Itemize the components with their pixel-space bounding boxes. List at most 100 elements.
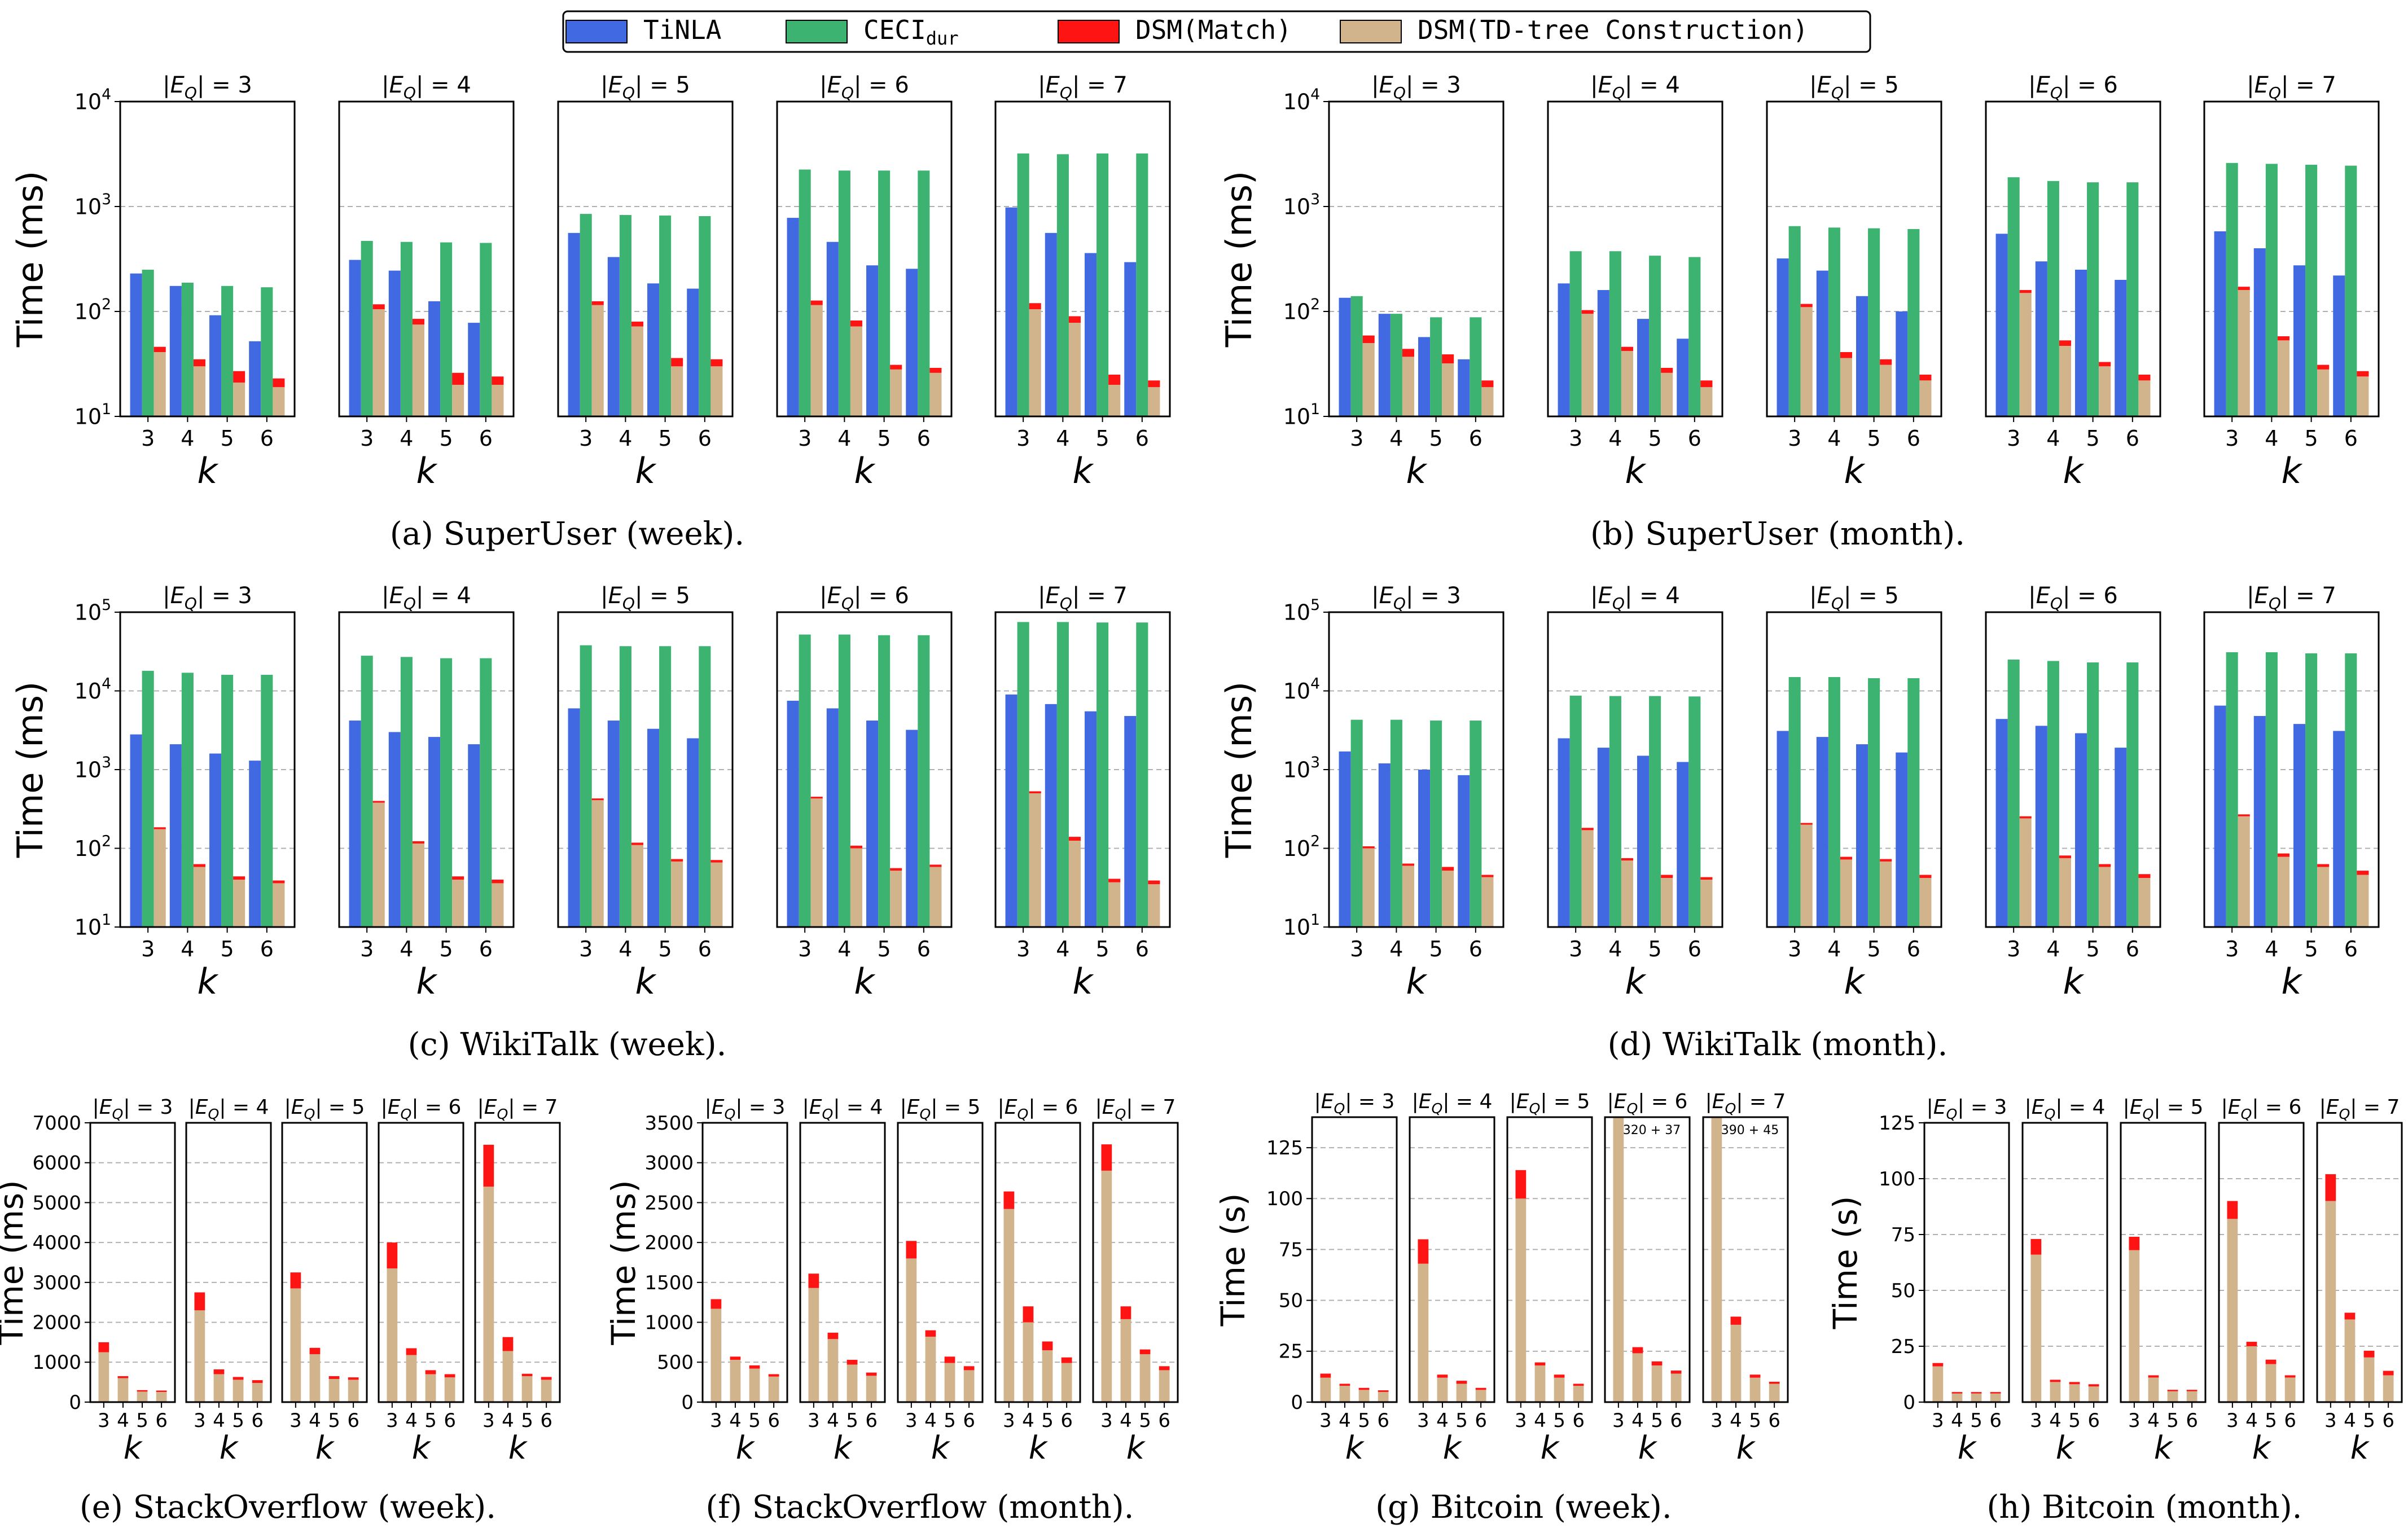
y-tick-label: 0 (1903, 1391, 1915, 1414)
x-tick-label: 6 (917, 426, 931, 451)
panel-frame (994, 1122, 1081, 1403)
panel-h-4: |EQ| = 4 3 4 5 6k (2021, 1096, 2108, 1466)
y-tick-label: 2000 (644, 1232, 694, 1254)
bar-ceci (1096, 622, 1109, 927)
bar-td-tree (153, 352, 166, 416)
x-tick-label: 5 (221, 426, 234, 451)
y-tick-label: 104 (1283, 86, 1320, 114)
bar-match (2325, 1174, 2336, 1201)
x-tick-label: 6 (2344, 426, 2358, 451)
x-tick-label: 6 (1688, 937, 1701, 961)
bar-td-tree (452, 385, 464, 416)
y-tick-label: 3500 (644, 1112, 694, 1135)
bar-match (1840, 856, 1852, 860)
y-tick-label: 75 (1891, 1224, 1915, 1246)
bar-match (406, 1348, 417, 1355)
x-tick-label: 3 (2007, 426, 2020, 451)
bar-match (2069, 1382, 2080, 1385)
x-tick-label: 6 (1989, 1409, 2002, 1432)
x-tick-label: 5 (2086, 426, 2100, 451)
x-axis-label: k (1625, 450, 1647, 491)
panel-title: |EQ| = 5 (600, 72, 690, 102)
y-axis-label: Time (ms) (1218, 682, 1260, 859)
bar-td-tree (749, 1368, 760, 1402)
bar-ceci (2126, 182, 2139, 416)
bar-td-tree (2383, 1375, 2394, 1402)
x-axis-label: k (1029, 1430, 1049, 1466)
bar-match (1700, 877, 1713, 880)
bar-td-tree (631, 845, 643, 927)
bar-td-tree (2059, 345, 2071, 416)
bar-td-tree (273, 387, 285, 416)
x-axis-label: k (315, 1430, 335, 1466)
bar-td-tree (866, 1376, 877, 1402)
bar-match (1534, 1362, 1546, 1366)
panel-frame (2021, 1122, 2108, 1403)
bar-td-tree (1442, 871, 1454, 927)
x-tick-label: 5 (1358, 1409, 1370, 1432)
panel-frame (1506, 1116, 1593, 1403)
bar-match (1362, 846, 1375, 849)
bar-td-tree (193, 366, 205, 416)
panel-frame (994, 100, 1171, 418)
x-tick-label: 5 (1429, 937, 1443, 961)
y-tick-label: 100 (1266, 1188, 1303, 1210)
y-axis-label: Time (ms) (604, 1180, 643, 1345)
bar-match (1442, 354, 1454, 364)
bar-ceci (619, 646, 631, 927)
x-tick-label: 6 (155, 1409, 168, 1432)
x-axis-label: k (2063, 961, 2085, 1002)
bar-td-tree (137, 1391, 148, 1402)
bar-match (98, 1342, 109, 1352)
bar-td-tree (890, 369, 902, 416)
bar-td-tree (2069, 1384, 2080, 1402)
bar-tinla (249, 341, 261, 416)
y-tick-label: 101 (1283, 401, 1320, 429)
x-tick-label: 3 (141, 937, 155, 961)
bar-tinla (1458, 359, 1470, 416)
x-tick-label: 5 (2068, 1409, 2081, 1432)
panel-frame (557, 100, 734, 418)
x-tick-label: 6 (1475, 1409, 1487, 1432)
y-tick-label: 102 (74, 296, 111, 324)
bar-tinla (607, 257, 620, 416)
x-axis-label: k (1073, 961, 1094, 1002)
bar-td-tree (2265, 1364, 2277, 1402)
x-axis-label: k (2282, 450, 2303, 491)
x-tick-label: 4 (1389, 426, 1403, 451)
bar-td-tree (1661, 372, 1673, 416)
bar-match (1880, 359, 1892, 365)
x-tick-label: 4 (837, 426, 851, 451)
bar-td-tree (273, 883, 285, 927)
y-tick-label: 103 (74, 754, 111, 782)
bar-match (444, 1374, 455, 1378)
chart-caption: (c) WikiTalk (week). (408, 1026, 727, 1063)
bar-match (768, 1374, 779, 1377)
bar-match (137, 1390, 148, 1392)
x-tick-label: 6 (1158, 1409, 1170, 1432)
x-tick-label: 5 (424, 1409, 437, 1432)
x-tick-label: 6 (444, 1409, 456, 1432)
legend-box (562, 10, 1871, 53)
bar-td-tree (890, 871, 902, 927)
x-tick-label: 5 (1553, 1409, 1565, 1432)
bar-td-tree (309, 1354, 321, 1402)
x-tick-label: 4 (213, 1409, 225, 1432)
bar-td-tree (348, 1380, 359, 1402)
bar-td-tree (1632, 1353, 1643, 1402)
panel-frame (119, 611, 296, 928)
x-axis-label: k (1345, 1430, 1365, 1466)
bar-match (1437, 1374, 1448, 1378)
bar-ceci (142, 269, 154, 416)
x-tick-label: 4 (400, 937, 413, 961)
bar-tinla (2075, 269, 2087, 416)
bar-ceci (1788, 677, 1801, 927)
panel-title: |EQ| = 7 (2247, 583, 2336, 613)
bar-td-tree (2138, 878, 2151, 927)
x-tick-label: 6 (260, 426, 274, 451)
bar-tinla (1378, 314, 1391, 416)
bar-ceci (2265, 164, 2278, 416)
y-tick-label: 1000 (32, 1351, 81, 1374)
panel-title: |EQ| = 4 (381, 72, 471, 102)
bar-match (1139, 1349, 1151, 1355)
